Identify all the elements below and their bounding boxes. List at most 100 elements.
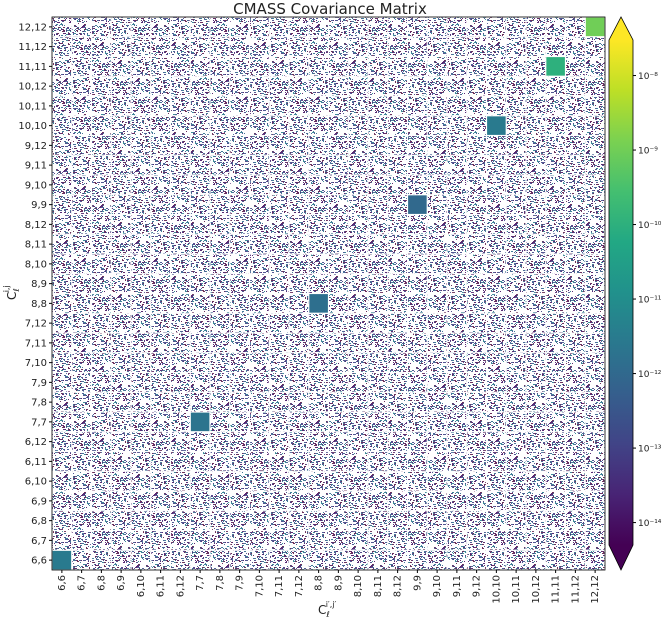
noise-block	[526, 313, 546, 333]
noise-block	[52, 333, 72, 353]
noise-block	[151, 294, 170, 313]
noise-block	[210, 37, 230, 56]
noise-block	[190, 215, 210, 234]
noise-block	[408, 412, 427, 432]
noise-block	[566, 452, 585, 471]
noise-block	[348, 353, 368, 372]
noise-block	[190, 333, 210, 353]
noise-block	[487, 491, 506, 511]
noise-block	[408, 392, 427, 412]
noise-block	[506, 37, 526, 56]
y-tick-label: 11,12	[18, 42, 47, 53]
noise-block	[526, 412, 546, 432]
noise-block	[52, 274, 72, 293]
noise-block	[309, 274, 328, 293]
noise-block	[585, 136, 605, 155]
noise-block	[388, 491, 407, 511]
noise-block	[368, 491, 388, 511]
noise-block	[131, 550, 151, 570]
noise-block	[526, 550, 546, 570]
noise-block	[467, 491, 486, 511]
noise-block	[408, 116, 427, 135]
noise-block	[546, 333, 565, 353]
noise-block	[546, 353, 565, 372]
noise-block	[329, 432, 348, 451]
noise-block	[427, 491, 447, 511]
noise-block	[111, 76, 131, 96]
noise-block	[52, 313, 72, 333]
y-tick-label: 6,7	[31, 536, 47, 547]
noise-block	[447, 254, 467, 274]
noise-block	[447, 195, 467, 214]
noise-block	[230, 215, 249, 234]
noise-block	[131, 294, 151, 313]
noise-block	[72, 452, 91, 471]
noise-block	[111, 333, 131, 353]
noise-block	[309, 17, 328, 37]
noise-block	[171, 116, 190, 135]
noise-block	[131, 531, 151, 550]
colorbar-tick-label: 10⁻¹³	[638, 445, 662, 455]
noise-block	[408, 471, 427, 491]
noise-block	[427, 531, 447, 550]
noise-block	[526, 511, 546, 530]
noise-block	[190, 37, 210, 56]
noise-block	[348, 452, 368, 471]
noise-block	[111, 313, 131, 333]
noise-block	[585, 57, 605, 76]
noise-block	[546, 76, 565, 96]
noise-block	[190, 57, 210, 76]
noise-block	[250, 491, 269, 511]
noise-block	[467, 313, 486, 333]
noise-block	[250, 452, 269, 471]
noise-block	[585, 155, 605, 175]
y-tick-label: 7,12	[25, 319, 47, 330]
noise-block	[427, 471, 447, 491]
noise-block	[348, 57, 368, 76]
noise-block	[368, 57, 388, 76]
noise-block	[506, 511, 526, 530]
noise-block	[250, 96, 269, 116]
noise-block	[210, 432, 230, 451]
noise-block	[309, 57, 328, 76]
noise-block	[546, 511, 565, 530]
noise-block	[368, 254, 388, 274]
noise-block	[566, 294, 585, 313]
noise-block	[250, 333, 269, 353]
noise-block	[566, 471, 585, 491]
noise-block	[427, 550, 447, 570]
noise-block	[368, 155, 388, 175]
noise-block	[506, 531, 526, 550]
noise-block	[289, 136, 309, 155]
noise-block	[151, 333, 170, 353]
noise-block	[348, 175, 368, 195]
noise-block	[526, 452, 546, 471]
noise-block	[388, 452, 407, 471]
noise-block	[309, 116, 328, 135]
noise-block	[329, 254, 348, 274]
plot-frame	[51, 16, 606, 571]
axis-label: Cℓi′,j′	[318, 600, 337, 619]
noise-block	[348, 136, 368, 155]
noise-block	[230, 432, 249, 451]
noise-block	[171, 96, 190, 116]
y-tick-label: 6,6	[31, 556, 47, 567]
noise-block	[289, 17, 309, 37]
x-tick-label: 7,11	[274, 575, 285, 597]
noise-block	[546, 17, 565, 37]
noise-block	[190, 254, 210, 274]
noise-block	[546, 37, 565, 56]
noise-block	[52, 511, 72, 530]
noise-block	[348, 155, 368, 175]
noise-block	[585, 511, 605, 530]
noise-block	[467, 294, 486, 313]
noise-block	[526, 353, 546, 372]
noise-block	[72, 254, 91, 274]
noise-block	[467, 116, 486, 135]
noise-block	[526, 333, 546, 353]
noise-block	[289, 37, 309, 56]
noise-block	[230, 491, 249, 511]
noise-block	[585, 274, 605, 293]
noise-block	[111, 37, 131, 56]
noise-block	[487, 195, 506, 214]
